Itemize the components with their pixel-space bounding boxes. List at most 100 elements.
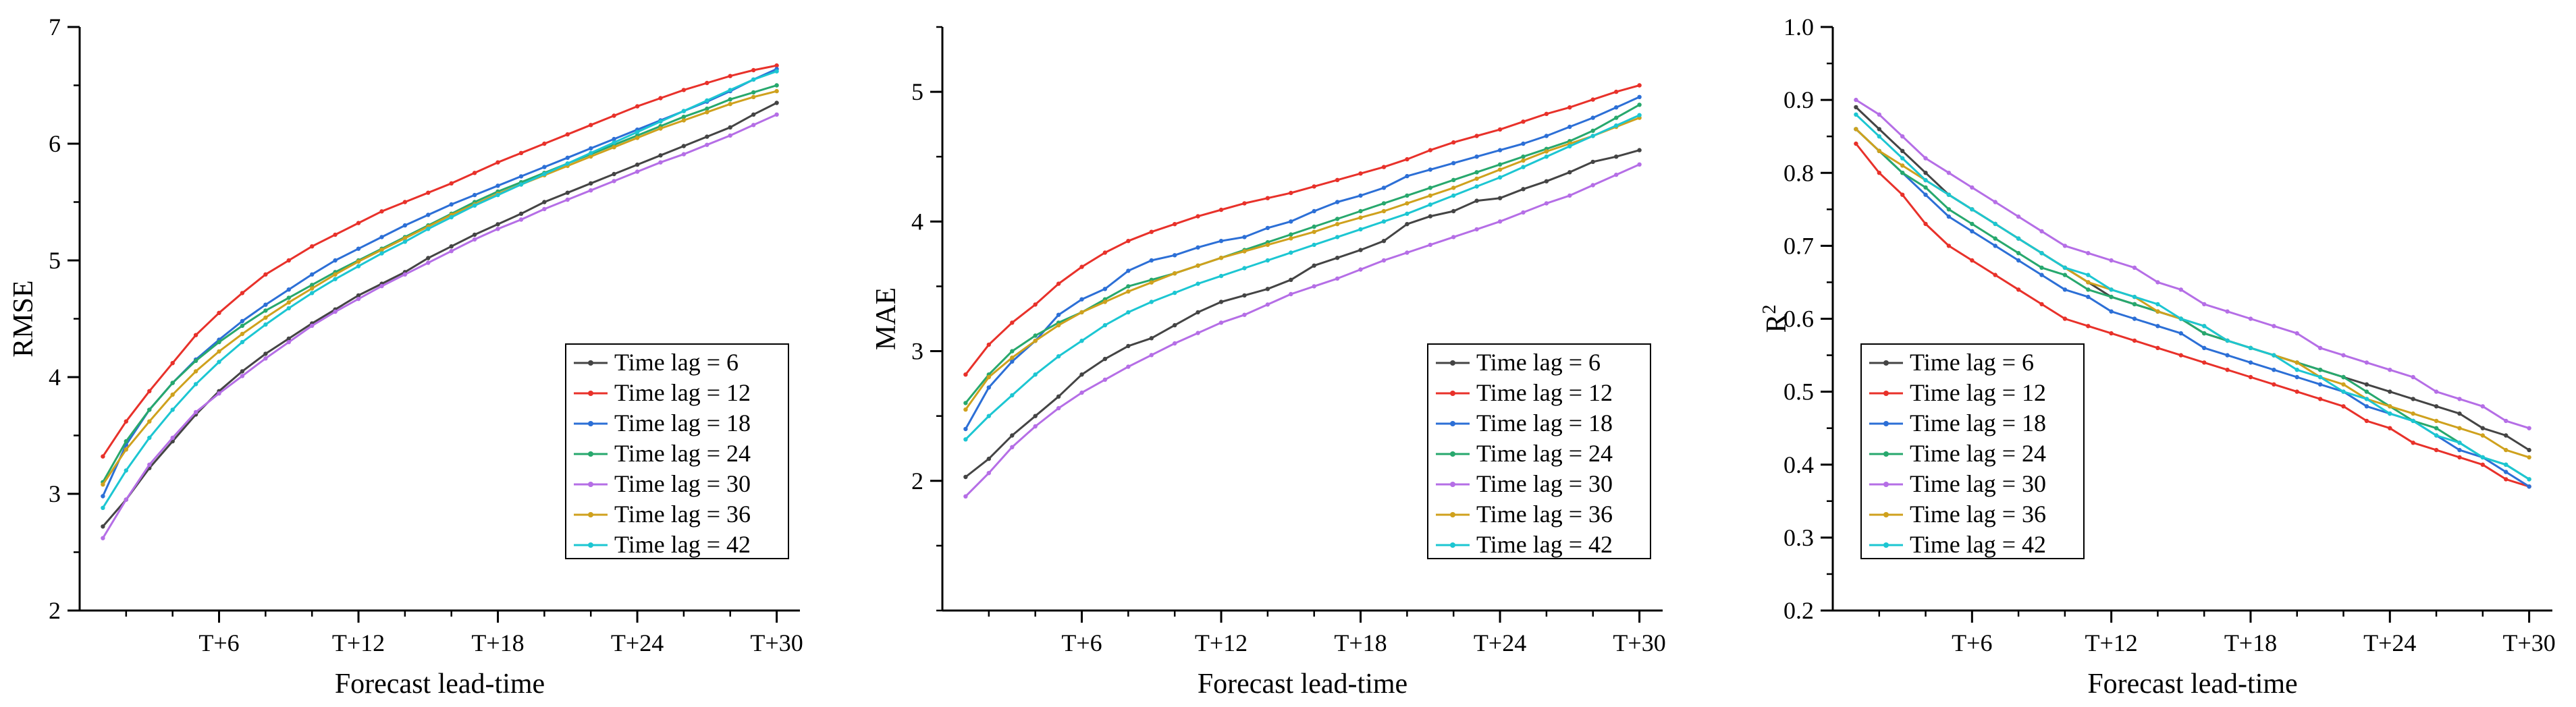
data-point xyxy=(2341,404,2346,409)
chart-panel-3: 0.2 0.3 0.4 0.5 0.6 0.7 0.8 0.9 1.0 T+6 T+12 T+18 T+… xyxy=(1759,13,2556,700)
data-point xyxy=(1358,208,1363,214)
data-point xyxy=(1993,244,1997,248)
y-tick-label: 4 xyxy=(49,364,61,391)
data-point xyxy=(1242,312,1247,317)
data-point xyxy=(658,126,663,131)
legend: Time lag = 6 Time lag = 12 Time lag = 18 Ti… xyxy=(565,343,789,559)
data-point xyxy=(658,96,663,101)
y-tick-label: 3 xyxy=(911,338,923,365)
data-point xyxy=(774,83,779,88)
data-point xyxy=(1544,179,1549,183)
data-point xyxy=(1218,320,1224,325)
legend-entry: Time lag = 30 xyxy=(614,470,751,497)
data-point xyxy=(1358,248,1363,252)
data-point xyxy=(2341,389,2346,394)
data-point xyxy=(1474,176,1479,181)
data-point xyxy=(1405,211,1410,216)
data-point xyxy=(1196,331,1200,335)
data-point xyxy=(1173,341,1177,346)
data-point xyxy=(2527,447,2531,453)
data-point xyxy=(2457,441,2462,445)
data-point xyxy=(1614,105,1619,110)
data-point xyxy=(1242,235,1247,239)
data-point xyxy=(310,291,315,295)
data-point xyxy=(565,190,570,195)
data-point xyxy=(2132,338,2137,343)
data-point xyxy=(2341,353,2346,358)
x-axis-title: Forecast lead-time xyxy=(335,669,545,700)
data-point xyxy=(263,351,268,356)
data-point xyxy=(963,494,968,499)
data-point xyxy=(449,249,454,254)
data-point xyxy=(2411,374,2415,380)
data-point xyxy=(1173,271,1177,276)
data-point xyxy=(2388,404,2392,409)
data-point xyxy=(2039,229,2044,233)
legend-entry: Time lag = 6 xyxy=(614,349,739,376)
data-point xyxy=(2457,426,2462,430)
data-point xyxy=(2411,441,2415,445)
data-point xyxy=(1149,300,1154,304)
data-point xyxy=(1335,222,1340,227)
data-point xyxy=(240,374,245,378)
data-point xyxy=(1474,154,1479,159)
data-point xyxy=(449,202,454,207)
data-point xyxy=(1289,250,1293,255)
y-tick-label: 5 xyxy=(49,247,61,274)
data-point xyxy=(1312,208,1316,214)
legend-marker xyxy=(588,451,593,457)
legend-marker xyxy=(1883,360,1889,366)
data-point xyxy=(751,112,756,117)
x-tick-label: T+30 xyxy=(2502,629,2555,656)
data-point xyxy=(2295,368,2299,372)
data-point xyxy=(193,369,198,374)
data-point xyxy=(1993,200,1997,204)
data-point xyxy=(1497,175,1503,180)
data-point xyxy=(751,94,756,99)
data-point xyxy=(495,192,500,198)
data-point xyxy=(263,302,268,307)
data-point xyxy=(2109,287,2114,292)
series-1 xyxy=(963,148,1642,480)
data-point xyxy=(2086,273,2091,277)
y-tick-label: 0.4 xyxy=(1783,451,1814,478)
data-point xyxy=(1010,433,1015,438)
data-point xyxy=(1567,105,1572,110)
data-point xyxy=(2504,462,2508,467)
data-point xyxy=(193,409,198,415)
data-point xyxy=(2155,345,2160,350)
data-point xyxy=(1173,322,1177,328)
data-point xyxy=(518,182,524,187)
data-point xyxy=(2317,345,2323,350)
data-point xyxy=(2132,316,2137,321)
data-point xyxy=(2248,374,2253,380)
data-point xyxy=(1218,300,1224,304)
data-point xyxy=(1126,268,1131,273)
data-point xyxy=(1428,242,1432,248)
data-point xyxy=(1126,239,1131,244)
data-point xyxy=(2202,345,2207,350)
data-point xyxy=(1335,177,1340,182)
data-point xyxy=(2480,433,2485,438)
data-point xyxy=(681,118,687,123)
data-point xyxy=(1381,201,1387,206)
data-point xyxy=(589,123,593,128)
data-point xyxy=(333,258,338,263)
data-point xyxy=(1242,249,1247,254)
data-point xyxy=(518,174,524,179)
data-point xyxy=(193,358,198,363)
data-point xyxy=(2457,397,2462,401)
series-line xyxy=(102,102,778,528)
data-point xyxy=(2178,331,2183,336)
data-point xyxy=(1405,201,1410,206)
data-point xyxy=(1289,236,1293,241)
data-point xyxy=(402,272,408,277)
data-point xyxy=(1451,235,1456,239)
data-point xyxy=(240,318,245,324)
data-point xyxy=(751,77,756,82)
data-point xyxy=(495,160,500,165)
data-point xyxy=(2317,374,2323,380)
legend-marker xyxy=(588,421,593,426)
legend-entry: Time lag = 24 xyxy=(1476,440,1613,467)
legend-entry: Time lag = 18 xyxy=(614,409,751,436)
